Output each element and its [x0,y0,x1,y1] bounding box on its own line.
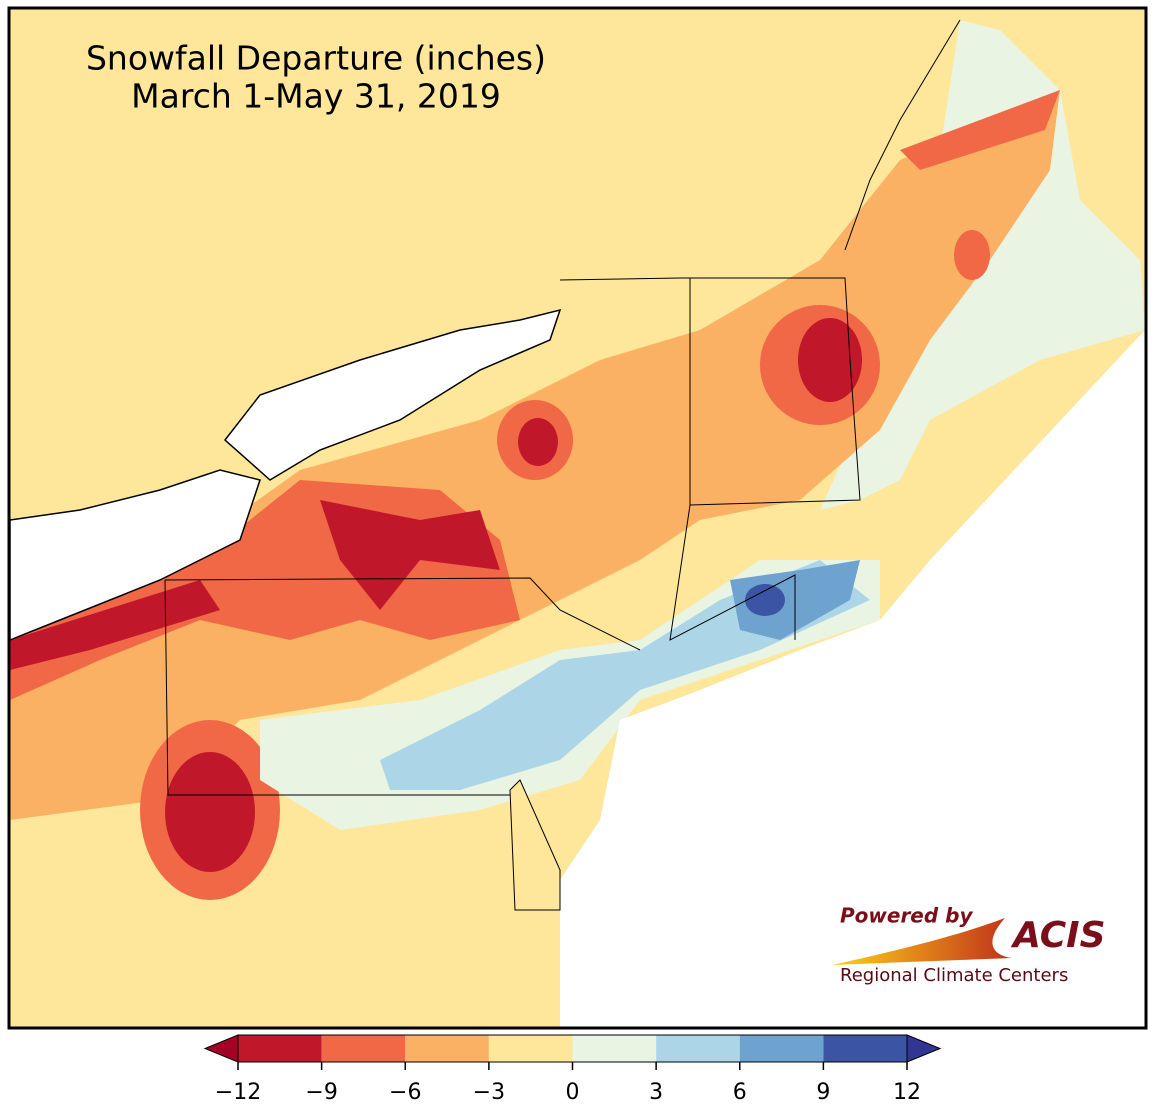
colorbar-tick-label: −6 [389,1080,421,1105]
colorbar-bin [321,1035,406,1062]
region-below-6 [900,90,1060,170]
region-below-9 [165,752,255,872]
region-below-9 [518,418,558,466]
ocean [560,330,1145,1027]
logo-swoosh [832,918,1012,965]
region-below-9 [10,580,220,670]
colorbar-bin [823,1035,907,1062]
colorbar-tick-label: 9 [816,1080,830,1105]
acis-logo: Powered by ACIS Regional Climate Centers [832,904,1106,986]
lake-ontario [223,308,562,481]
map-subtitle: March 1-May 31, 2019 [131,77,501,116]
colorbar-tick-label: 12 [893,1080,921,1105]
colorbar-under [203,1034,239,1063]
region-below-9 [798,318,862,402]
state-borders [164,19,961,796]
region-above-9 [745,584,785,616]
colorbar: −12 −9 −6 −3 0 3 6 9 12 [203,1034,942,1105]
logo-brand: ACIS [1010,915,1106,956]
colorbar-bin [739,1035,824,1062]
colorbar-over [906,1034,942,1063]
colorbar-tick-label: −9 [305,1080,337,1105]
region-below-6 [954,230,990,280]
colorbar-bin [572,1035,657,1062]
colorbar-tick-label: 6 [733,1080,747,1105]
colorbar-tick-label: 0 [566,1080,580,1105]
colorbar-tick-label: 3 [649,1080,663,1105]
colorbar-bin [405,1035,489,1062]
colorbar-bin [488,1035,573,1062]
map-title: Snowfall Departure (inches) [86,39,546,78]
logo-powered: Powered by [840,904,973,928]
colorbar-bin [238,1035,322,1062]
lake-erie [10,469,261,641]
colorbar-tick-label: −12 [215,1080,261,1105]
colorbar-tick-label: −3 [473,1080,505,1105]
map-frame [7,6,1148,1030]
logo-network: Regional Climate Centers [840,965,1068,986]
colorbar-bin [656,1035,740,1062]
delmarva [509,779,561,911]
region-below-9 [320,500,500,610]
map-area [10,9,1145,1027]
